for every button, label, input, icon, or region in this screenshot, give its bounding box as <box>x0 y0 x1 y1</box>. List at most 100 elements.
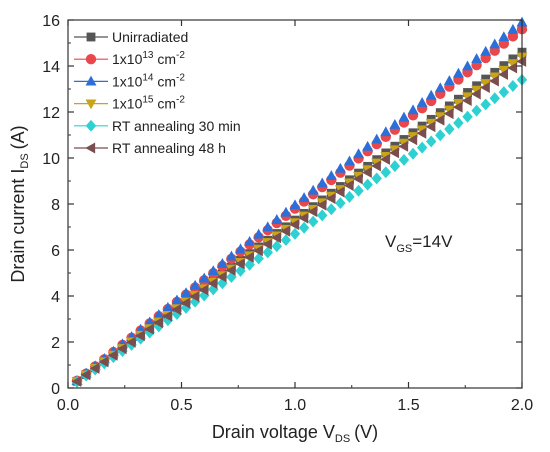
data-point <box>216 271 227 283</box>
data-point <box>262 221 274 232</box>
data-point <box>480 79 492 90</box>
data-point <box>371 133 383 144</box>
series-2 <box>71 16 528 385</box>
data-point <box>280 206 292 217</box>
data-point <box>225 264 236 276</box>
data-point <box>508 54 518 64</box>
data-point <box>162 310 173 322</box>
data-point <box>244 258 255 271</box>
data-point <box>344 190 355 203</box>
data-point <box>353 184 364 197</box>
data-point <box>335 197 346 210</box>
data-point <box>235 264 246 277</box>
data-point <box>316 199 327 211</box>
data-point <box>498 31 510 42</box>
y-axis-title: Drain current IDS(A) <box>8 125 31 282</box>
data-point <box>98 356 109 368</box>
data-point <box>452 101 463 113</box>
y-tick-label: 14 <box>42 59 60 76</box>
data-point <box>280 234 292 247</box>
data-point <box>452 99 464 109</box>
data-point <box>344 155 355 166</box>
data-point <box>189 291 200 303</box>
data-point <box>489 72 501 83</box>
data-point <box>171 294 183 305</box>
data-point <box>153 317 163 329</box>
data-point <box>326 203 337 216</box>
ticks-layer: 0.0 0.5 1.0 1.5 2.0 0 2 4 6 8 10 12 14 16 <box>42 13 533 414</box>
data-point <box>298 221 310 234</box>
data-point <box>498 86 510 99</box>
data-point <box>216 257 228 268</box>
x-axis-title: Drain voltage VDS (V) <box>212 422 378 445</box>
data-point <box>289 199 301 210</box>
data-point <box>253 228 265 239</box>
legend-marker <box>86 32 96 42</box>
data-point <box>180 301 192 314</box>
legend-label: Unirradiated <box>112 29 188 45</box>
data-point <box>380 166 391 179</box>
data-point <box>480 98 491 111</box>
data-point <box>380 126 392 137</box>
data-point <box>489 38 501 49</box>
data-point <box>343 180 354 191</box>
data-point <box>398 153 410 166</box>
data-point <box>271 232 281 244</box>
series-5 <box>71 55 527 387</box>
data-point <box>189 295 201 308</box>
data-point <box>80 369 91 381</box>
data-point <box>271 214 283 224</box>
data-point <box>144 316 156 327</box>
data-point <box>189 279 201 290</box>
data-point <box>253 252 264 265</box>
x-tick-label: 0.5 <box>170 397 192 414</box>
data-point <box>353 148 365 159</box>
data-point <box>435 129 446 142</box>
data-point <box>443 108 454 120</box>
data-point <box>307 215 319 228</box>
legend-entry: 1x1015 cm-2 <box>74 95 185 112</box>
data-point <box>389 147 400 159</box>
data-point <box>107 349 118 361</box>
data-point <box>271 240 283 253</box>
data-point <box>462 60 473 71</box>
legend-label: 1x1014 cm-2 <box>112 72 185 89</box>
data-point <box>162 301 174 312</box>
data-point <box>244 236 256 246</box>
data-point <box>225 250 237 261</box>
data-point <box>507 79 519 92</box>
data-point <box>352 173 363 185</box>
data-point <box>479 82 490 93</box>
x-tick-label: 2.0 <box>511 397 533 414</box>
data-point <box>198 284 209 296</box>
data-point <box>198 272 210 283</box>
legend-marker <box>85 75 97 86</box>
data-point <box>462 110 473 123</box>
vgs-annotation: VGS=14V <box>385 232 453 255</box>
data-point <box>398 140 409 152</box>
data-point <box>516 55 527 67</box>
data-point <box>234 258 245 270</box>
data-point <box>199 289 210 302</box>
legend-marker <box>85 99 97 110</box>
data-point <box>461 95 472 107</box>
y-tick-label: 4 <box>51 289 60 306</box>
data-point <box>207 278 218 289</box>
data-point <box>434 114 445 126</box>
data-point <box>362 140 374 151</box>
data-point <box>389 160 401 173</box>
data-point <box>407 147 419 160</box>
data-point <box>89 362 100 374</box>
data-point <box>289 219 300 231</box>
data-point <box>499 61 509 71</box>
data-point <box>425 121 436 133</box>
data-point <box>362 178 373 191</box>
data-point <box>171 308 183 321</box>
data-point <box>125 336 136 348</box>
data-point <box>434 82 446 93</box>
data-point <box>361 166 372 178</box>
data-point <box>407 104 419 115</box>
data-point <box>398 111 410 122</box>
data-point <box>334 162 346 173</box>
